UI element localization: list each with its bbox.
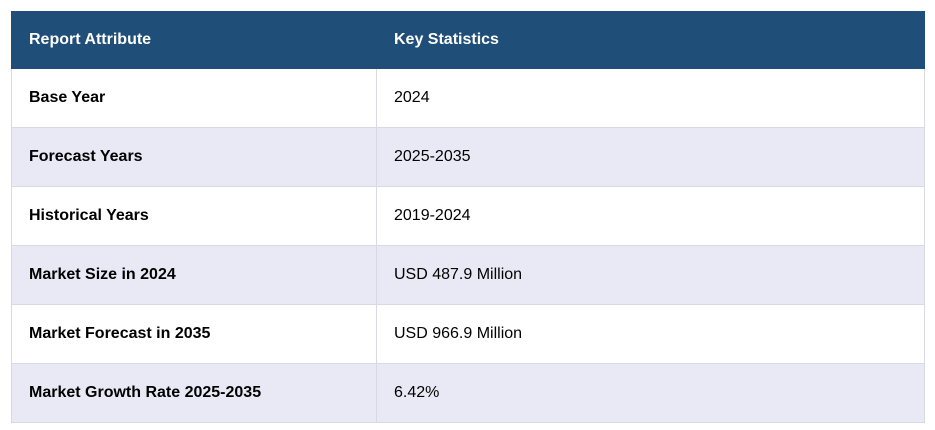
table-row: Market Forecast in 2035 USD 966.9 Million	[11, 304, 925, 364]
attribute-cell: Base Year	[11, 68, 377, 128]
table-row: Base Year 2024	[11, 68, 925, 128]
statistic-cell: USD 487.9 Million	[376, 245, 925, 305]
statistic-cell: 6.42%	[376, 363, 925, 423]
header-cell: Key Statistics	[376, 11, 925, 69]
report-table: Report Attribute Key Statistics Base Yea…	[11, 11, 925, 423]
statistic-cell: USD 966.9 Million	[376, 304, 925, 364]
statistic-cell: 2019-2024	[376, 186, 925, 246]
attribute-cell: Historical Years	[11, 186, 377, 246]
statistic-cell: 2025-2035	[376, 127, 925, 187]
report-table-container: Report Attribute Key Statistics Base Yea…	[11, 11, 925, 423]
attribute-cell: Forecast Years	[11, 127, 377, 187]
table-row: Forecast Years 2025-2035	[11, 127, 925, 187]
attribute-cell: Market Size in 2024	[11, 245, 377, 305]
attribute-cell: Market Forecast in 2035	[11, 304, 377, 364]
table-header: Report Attribute Key Statistics	[11, 11, 925, 69]
header-cell: Report Attribute	[11, 11, 377, 69]
table-body: Base Year 2024 Forecast Years 2025-2035 Hist…	[11, 68, 925, 423]
header-row: Report Attribute Key Statistics	[11, 11, 925, 69]
statistic-cell: 2024	[376, 68, 925, 128]
table-row: Market Size in 2024 USD 487.9 Million	[11, 245, 925, 305]
table-row: Market Growth Rate 2025-2035 6.42%	[11, 363, 925, 423]
attribute-cell: Market Growth Rate 2025-2035	[11, 363, 377, 423]
table-row: Historical Years 2019-2024	[11, 186, 925, 246]
